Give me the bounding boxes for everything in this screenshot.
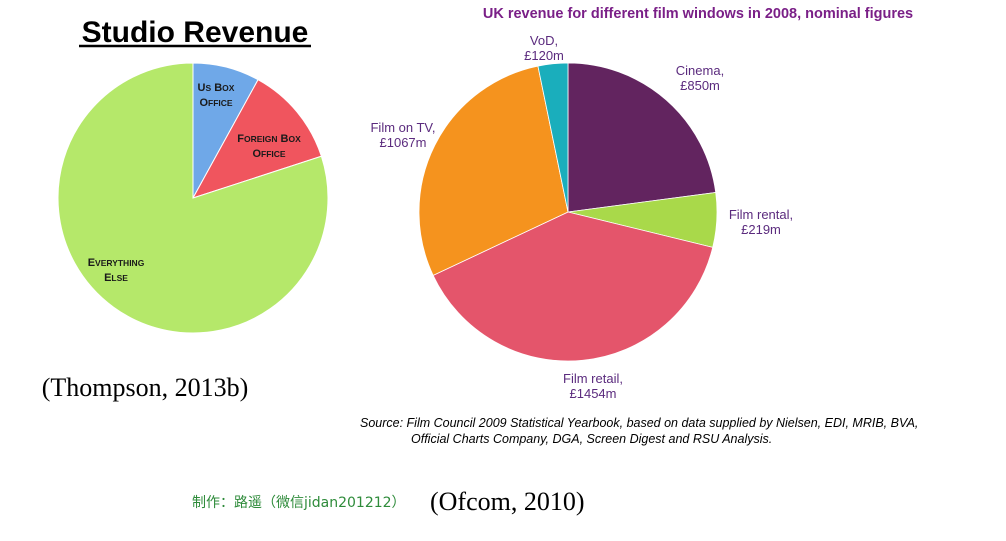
uk-film-windows-chart: UK revenue for different film windows in…: [360, 6, 918, 516]
pie-slice-film-retail-1454m: [432, 211, 714, 362]
slice-label-foreign-box-office: FOREIGN BOX OFFICE: [237, 133, 301, 160]
slice-label-film-rental-219m: Film rental, £219m: [729, 207, 793, 237]
watermark-text: 制作：路遥（微信jidan201212）: [192, 495, 406, 511]
pie-slice-film-on-tv-1067m: [418, 65, 569, 276]
slice-label-film-on-tv-1067m: Film on TV, £1067m: [370, 120, 435, 150]
studio-revenue-title: Studio Revenue: [82, 16, 309, 49]
slice-label-us-box-office: US BOX OFFICE: [198, 82, 235, 109]
uk-revenue-title: UK revenue for different film windows in…: [483, 6, 913, 22]
ofcom-citation: (Ofcom, 2010): [430, 487, 585, 516]
pie-slice-vod-120m: [537, 62, 569, 213]
source-line-1: Source: Film Council 2009 Statistical Ye…: [360, 416, 918, 430]
slice-label-vod-120m: VoD, £120m: [524, 33, 564, 63]
uk-revenue-labels: Cinema, £850m Film rental, £219m Film retail…: [370, 33, 793, 401]
slice-label-everything-else: EVERYTHING ELSE: [88, 257, 145, 284]
pie-slice-cinema-850m: [567, 62, 717, 213]
slice-label-cinema-850m: Cinema, £850m: [676, 63, 724, 93]
pie-slice-foreign-box-office: [191, 79, 323, 199]
uk-revenue-slices: [418, 62, 718, 362]
studio-revenue-slices: [57, 62, 329, 334]
thompson-citation: (Thompson, 2013b): [42, 373, 249, 402]
source-line-2: Official Charts Company, DGA, Screen Dig…: [411, 432, 772, 446]
slice-label-film-retail-1454m: Film retail, £1454m: [563, 371, 623, 401]
pie-slice-everything-else: [57, 62, 329, 334]
